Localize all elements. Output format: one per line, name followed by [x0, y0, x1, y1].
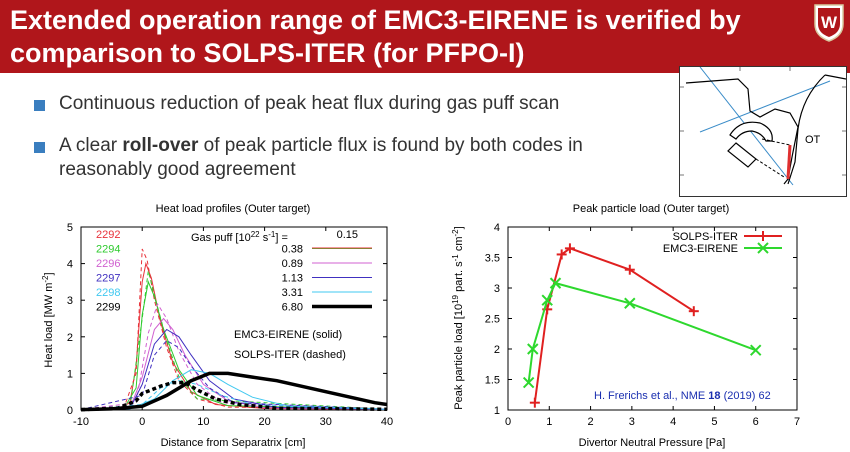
data-point-emc3-eirene [522, 376, 535, 389]
x-tick-label: 5 [711, 416, 717, 428]
x-tick-label: 10 [197, 416, 209, 428]
y-tick-label: 4 [494, 222, 500, 234]
legend-label: SOLPS-ITER [673, 231, 738, 243]
y-tick-label: 0 [67, 405, 73, 417]
series-line-solid-2299 [80, 371, 388, 412]
y-tick-label: 3 [494, 283, 500, 295]
legend-shot-label: 2299 [96, 302, 120, 314]
bullet-text-post: of peak particle flux is found by both c… [198, 135, 583, 156]
y-tick-label: 1 [494, 405, 500, 417]
legend-shot-label: 2297 [96, 273, 120, 285]
y-tick-label: 2 [494, 344, 500, 356]
plot-frame [80, 226, 388, 411]
chart-title: Peak particle load (Outer target) [573, 203, 730, 215]
data-point-emc3-eirene [527, 343, 539, 355]
legend-gas-value: 0.38 [282, 244, 303, 256]
legend-gas-value: 6.80 [282, 302, 303, 314]
slide-title-line1: Extended operation range of EMC3-EIRENE … [10, 5, 741, 35]
y-tick-label: 2.5 [485, 314, 500, 326]
y-tick-label: 3 [67, 295, 73, 307]
legend-shot-label: 2292 [96, 229, 120, 241]
x-tick-label: -10 [73, 416, 89, 428]
bullet-square-icon [34, 100, 45, 111]
y-tick-label: 1 [67, 368, 73, 380]
data-point-solps-iter [688, 306, 699, 317]
heat-load-chart: Heat load profiles (Outer target) -10 0 10… [41, 203, 393, 449]
data-point-emc3-eirene [549, 277, 562, 289]
x-tick-label: 2 [588, 416, 594, 428]
annotation-solid: EMC3-EIRENE (solid) [234, 329, 342, 341]
x-axis-label: Distance from Separatrix [cm] [161, 437, 306, 449]
series-line-solid-2297 [80, 328, 388, 411]
x-tick-label: 4 [670, 416, 676, 428]
chart-title: Heat load profiles (Outer target) [156, 203, 311, 215]
slide-title-line2: comparison to SOLPS-ITER (for PFPO-I) [10, 38, 525, 68]
bullet-text: Continuous reduction of peak heat flux d… [59, 93, 560, 114]
legend-gas-value: 0.89 [282, 258, 303, 270]
university-shield-logo: W [814, 4, 844, 42]
x-tick-label: 6 [753, 416, 759, 428]
y-tick-label: 5 [67, 222, 73, 234]
slide-title: Extended operation range of EMC3-EIRENE … [10, 4, 810, 70]
x-tick-label: 7 [794, 416, 800, 428]
x-axis-label: Divertor Neutral Pressure [Pa] [579, 437, 726, 449]
bullet-text-bold: roll-over [122, 135, 199, 156]
bullet-square-icon [34, 142, 45, 153]
legend-marker [757, 242, 769, 254]
y-axis-label: Peak particle load [1019 part. s-1 cm-2] [451, 226, 465, 409]
svg-text:W: W [821, 13, 838, 32]
series-line-dashed-2294 [80, 270, 388, 411]
x-tick-label: 0 [505, 416, 511, 428]
x-tick-label: 30 [320, 416, 332, 428]
data-point-solps-iter [564, 243, 575, 254]
x-tick-label: 1 [546, 416, 552, 428]
legend-label: EMC3-EIRENE [663, 243, 738, 255]
legend-shot-label: 2298 [96, 287, 120, 299]
legend-shot-label: 2296 [96, 258, 120, 270]
x-tick-label: 0 [139, 416, 145, 428]
x-tick-label: 3 [629, 416, 635, 428]
bullet-text-line2: reasonably good agreement [59, 159, 296, 180]
y-tick-label: 1.5 [485, 375, 500, 387]
data-point-emc3-eirene [624, 297, 636, 309]
legend-marker [758, 231, 768, 241]
series-line-dashed-2299 [80, 380, 388, 412]
legend-gas-value: 3.31 [282, 287, 303, 299]
x-tick-label: 40 [381, 416, 393, 428]
title-bar: Extended operation range of EMC3-EIRENE … [0, 0, 850, 73]
series-line-solps-iter [533, 247, 695, 403]
series-line-solid-2294 [80, 280, 388, 411]
annotation-dashed: SOLPS-ITER (dashed) [234, 349, 346, 361]
plot-frame [507, 226, 798, 411]
series-line-solid-2298 [80, 369, 388, 411]
data-point-solps-iter [556, 249, 567, 260]
divertor-geometry-diagram: OT [679, 66, 847, 197]
legend-shot-label: 2294 [96, 244, 120, 256]
bullet-text-pre: A clear [59, 135, 123, 156]
y-axis-label: Heat load [MW m-2] [41, 272, 55, 367]
x-tick-label: 20 [258, 416, 270, 428]
y-tick-label: 3.5 [485, 253, 500, 265]
legend-gas-value: 0.15 [337, 229, 358, 241]
data-point-emc3-eirene [750, 344, 762, 356]
series-line-emc3-eirene [527, 281, 757, 383]
data-point-solps-iter [529, 397, 540, 408]
data-point-emc3-eirene [541, 294, 553, 306]
y-tick-label: 2 [67, 332, 73, 344]
reference-citation: H. Frerichs et al., NME 18 (2019) 62 [594, 390, 771, 402]
inset-ot-label: OT [805, 134, 821, 146]
legend-gas-value: 1.13 [282, 273, 303, 285]
y-tick-label: 4 [67, 259, 73, 271]
legend-title: Gas puff [1022 s-1] = [191, 230, 288, 244]
data-point-solps-iter [624, 264, 635, 275]
